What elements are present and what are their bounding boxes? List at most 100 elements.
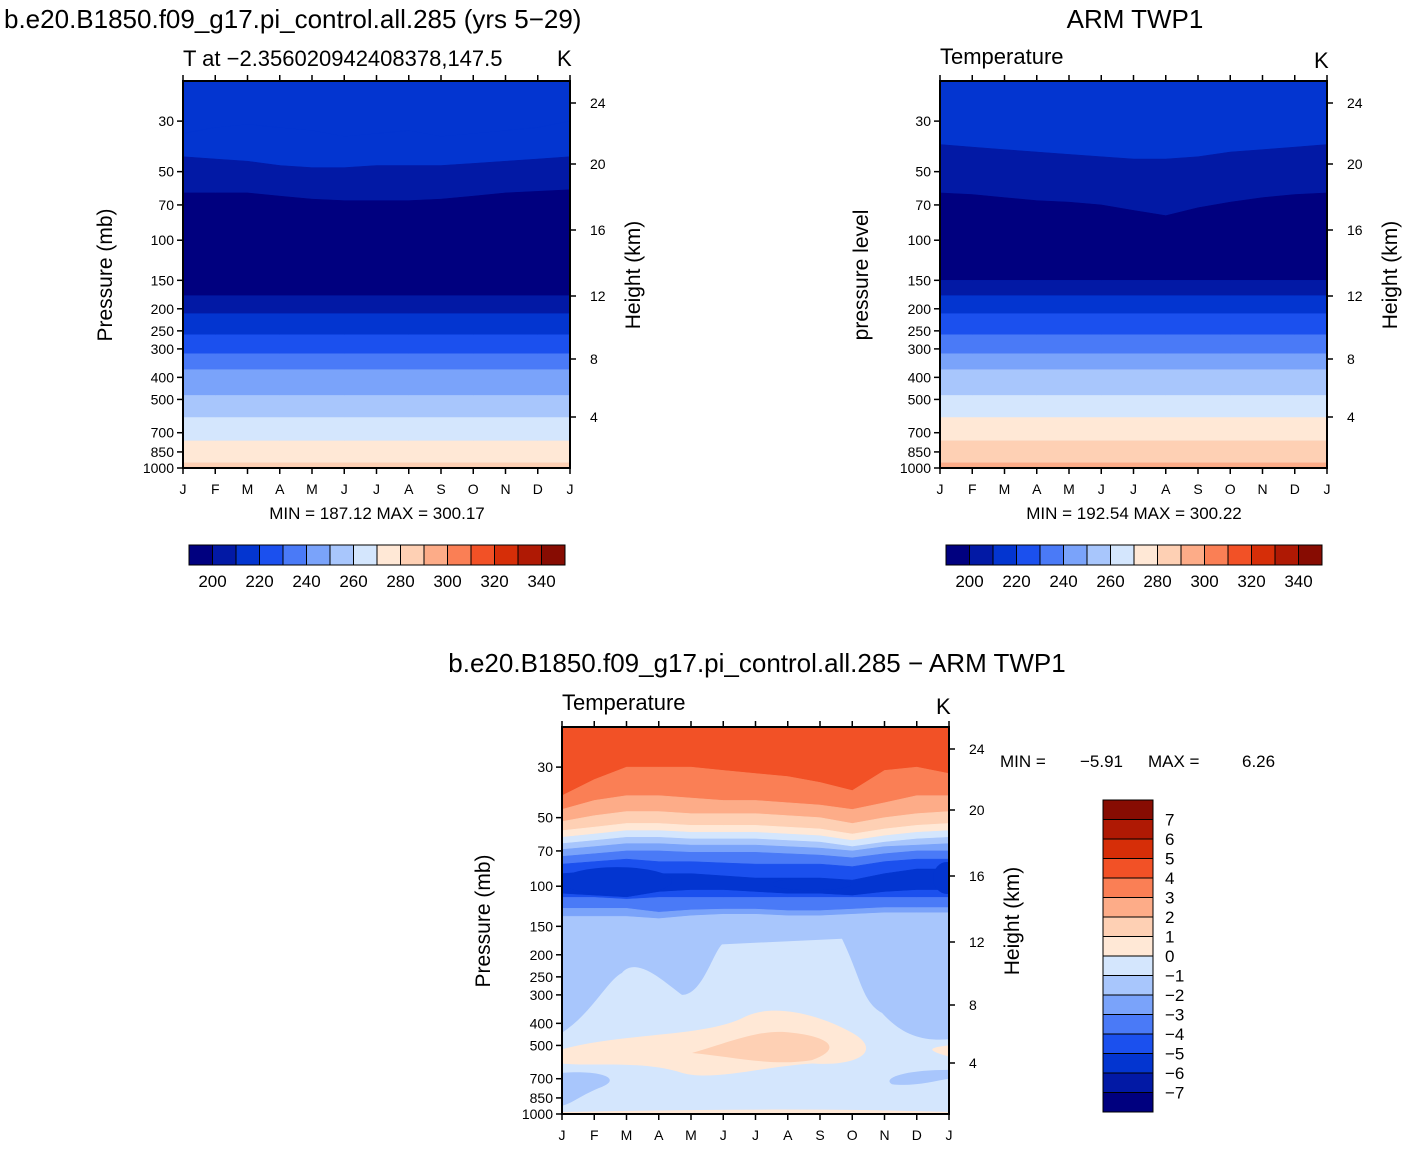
month-tick-label: J [1130,481,1137,497]
height-tick-label: 12 [1347,288,1363,304]
pressure-tick-label: 100 [530,878,554,894]
pressure-tick-label: 500 [908,391,932,407]
colorbar-swatch [1016,544,1041,566]
pressure-tick-label: 700 [151,425,175,441]
month-tick-label: J [373,481,380,497]
month-tick-label: M [685,1127,697,1143]
month-tick-label: F [590,1127,599,1143]
colorbar-label: 0 [1165,947,1174,966]
contour-band [183,295,570,314]
panel2-units: K [1314,48,1329,73]
panel1-subtitle: T at −2.356020942408378,147.5 [183,46,503,71]
contour-band [940,81,1327,160]
pressure-tick-label: 70 [158,197,174,213]
height-tick-label: 24 [1347,95,1363,111]
height-tick-label: 20 [590,156,606,172]
colorbar-swatch [945,544,970,566]
colorbar-swatch [423,544,448,566]
pressure-tick-label: 400 [908,369,932,385]
height-tick-label: 20 [1347,156,1363,172]
colorbar-label: 6 [1165,830,1174,849]
height-tick-label: 8 [590,351,598,367]
colorbar-swatch [1102,799,1154,820]
colorbar-label: 200 [955,572,983,591]
panel1-minmax: MIN = 187.12 MAX = 300.17 [269,504,484,523]
contour-band [183,353,570,370]
height-tick-label: 4 [1347,409,1355,425]
height-tick-label: 24 [590,95,606,111]
contour-band [940,462,1327,468]
colorbar-swatch [447,544,472,566]
height-tick-label: 4 [969,1055,977,1071]
panel3-min-label: MIN = [1000,752,1046,771]
colorbar-label: 280 [386,572,414,591]
pressure-tick-label: 200 [151,301,175,317]
contour-band [183,462,570,468]
pressure-tick-label: 70 [915,197,931,213]
pressure-tick-label: 30 [537,759,553,775]
pressure-tick-label: 400 [530,1015,554,1031]
colorbar-label: 240 [292,572,320,591]
month-tick-label: O [468,481,479,497]
colorbar-swatch [1110,544,1135,566]
pressure-tick-label: 150 [151,272,175,288]
pressure-tick-label: 200 [530,947,554,963]
month-tick-label: M [999,481,1011,497]
pressure-tick-label: 200 [908,301,932,317]
colorbar-label: −5 [1165,1045,1184,1064]
pressure-tick-label: 250 [908,323,932,339]
panel3-title: b.e20.B1850.f09_g17.pi_control.all.285 −… [448,648,1065,678]
colorbar-swatch [1063,544,1088,566]
pressure-tick-label: 150 [530,918,554,934]
pressure-tick-label: 250 [151,323,175,339]
colorbar-label: 240 [1049,572,1077,591]
colorbar-swatch [1102,1053,1154,1074]
month-tick-label: N [1257,481,1267,497]
month-tick-label: D [912,1127,922,1143]
colorbar-swatch [306,544,331,566]
colorbar-swatch [1227,544,1252,566]
contour-band [562,907,949,919]
month-tick-label: A [1032,481,1042,497]
pressure-tick-label: 700 [908,425,932,441]
colorbar-label: 260 [339,572,367,591]
pressure-tick-label: 50 [537,810,553,826]
colorbar-swatch [1298,544,1323,566]
contour-band [183,369,570,396]
height-tick-label: 20 [969,802,985,818]
contour-band [940,395,1327,418]
colorbar-swatch [1102,838,1154,859]
contour-area [940,81,1327,468]
pressure-tick-label: 850 [151,444,175,460]
colorbar-label: 300 [1190,572,1218,591]
height-tick-label: 24 [969,741,985,757]
panel2-ylabel: pressure level [850,210,873,341]
pressure-tick-label: 300 [908,341,932,357]
colorbar-label: −2 [1165,986,1184,1005]
height-tick-label: 4 [590,409,598,425]
pressure-tick-label: 300 [151,341,175,357]
colorbar-label: −1 [1165,967,1184,986]
colorbar-swatch [1157,544,1182,566]
panel3-ylabel: Pressure (mb) [472,854,495,987]
month-tick-label: S [1193,481,1202,497]
pressure-tick-label: 850 [530,1090,554,1106]
panel3-subtitle: Temperature [562,690,686,715]
colorbar-label: 220 [1002,572,1030,591]
height-tick-label: 16 [1347,222,1363,238]
panel2-title: ARM TWP1 [1067,4,1204,34]
pressure-tick-label: 1000 [900,460,931,476]
height-tick-label: 12 [590,288,606,304]
pressure-tick-label: 100 [908,232,932,248]
colorbar-swatch [1102,936,1154,957]
colorbar-swatch [1133,544,1158,566]
pressure-tick-label: 70 [537,843,553,859]
colorbar-swatch [517,544,542,566]
month-tick-label: M [306,481,318,497]
contour-band [940,313,1327,335]
pressure-tick-label: 30 [915,113,931,129]
month-tick-label: A [654,1127,664,1143]
colorbar-swatch [1102,994,1154,1015]
month-tick-label: J [946,1127,953,1143]
